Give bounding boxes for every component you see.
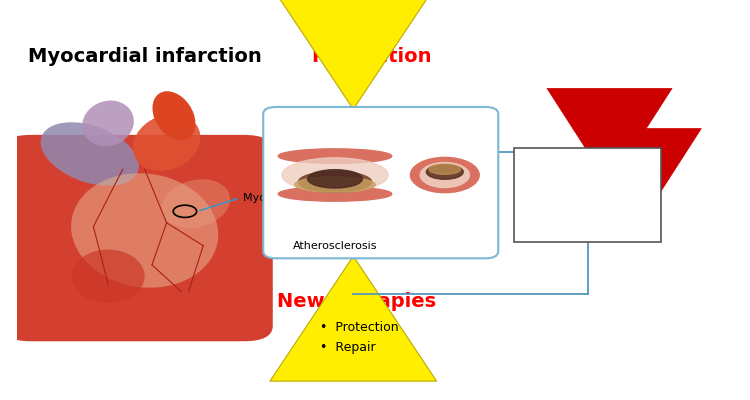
Text: •  Repair: • Repair — [320, 340, 376, 354]
Ellipse shape — [71, 173, 218, 288]
Ellipse shape — [278, 187, 392, 201]
Text: New therapies: New therapies — [278, 292, 436, 311]
FancyBboxPatch shape — [2, 135, 273, 341]
Text: Myocardial infarction: Myocardial infarction — [28, 47, 262, 66]
Ellipse shape — [71, 250, 145, 303]
Ellipse shape — [152, 91, 196, 140]
Ellipse shape — [82, 100, 134, 146]
Text: Mortality: Mortality — [525, 162, 610, 180]
Ellipse shape — [295, 177, 375, 192]
Ellipse shape — [40, 122, 139, 186]
Text: •  Protection: • Protection — [320, 322, 399, 334]
Ellipse shape — [298, 171, 371, 192]
Ellipse shape — [429, 164, 460, 174]
Circle shape — [410, 157, 480, 193]
FancyBboxPatch shape — [263, 107, 498, 258]
Text: Prevention: Prevention — [311, 47, 432, 66]
Ellipse shape — [308, 170, 362, 188]
Ellipse shape — [426, 165, 464, 179]
Ellipse shape — [162, 179, 230, 228]
Text: Myocardial injury (infarction): Myocardial injury (infarction) — [244, 193, 404, 203]
Circle shape — [419, 162, 470, 188]
Text: Atherosclerosis: Atherosclerosis — [292, 241, 377, 251]
Ellipse shape — [133, 114, 200, 171]
FancyBboxPatch shape — [514, 148, 661, 242]
Ellipse shape — [278, 149, 392, 163]
Text: Heart Failure: Heart Failure — [525, 202, 648, 220]
Ellipse shape — [282, 158, 388, 192]
